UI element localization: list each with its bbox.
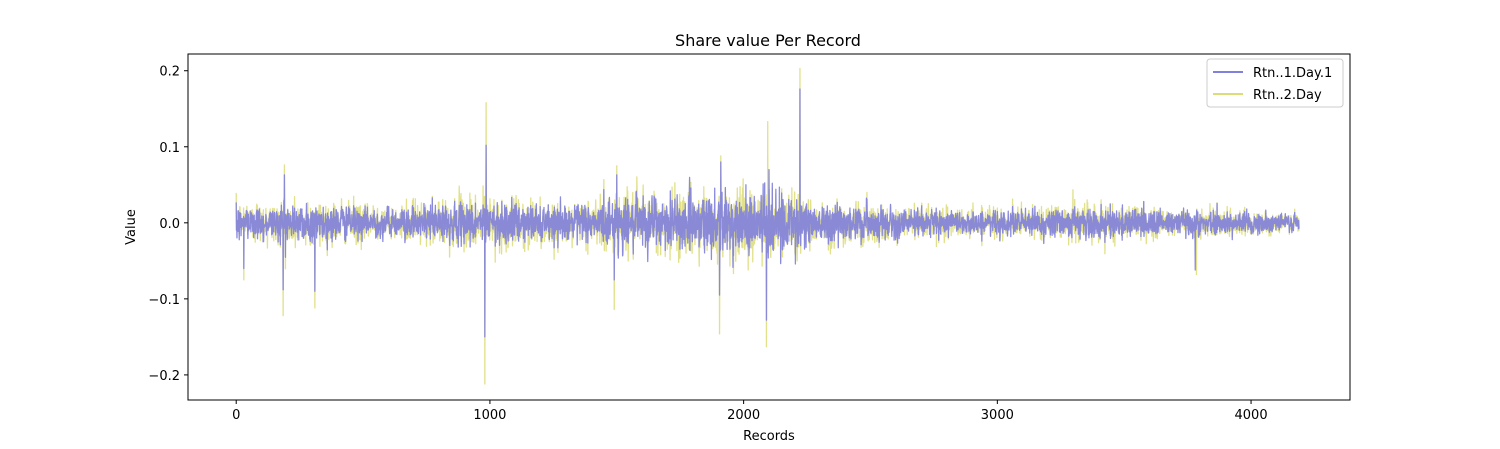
x-tick-label: 3000	[981, 408, 1014, 423]
y-tick-label: −0.2	[148, 369, 180, 384]
x-tick-label: 0	[232, 408, 240, 423]
legend-label-rtn-2-day: Rtn..2.Day	[1253, 88, 1322, 103]
x-tick-label: 4000	[1235, 408, 1268, 423]
x-tick-label: 1000	[473, 408, 506, 423]
y-axis: −0.2 −0.1 0.0 0.1 0.2	[148, 65, 188, 384]
series-layer	[235, 67, 1300, 385]
y-tick-label: 0.2	[159, 65, 180, 80]
y-axis-label: Value	[124, 209, 139, 245]
series-line-rtn-1-day-1	[235, 88, 1300, 338]
chart-title: Share value Per Record	[675, 31, 861, 50]
x-axis-label: Records	[743, 429, 795, 444]
legend: Rtn..1.Day.1 Rtn..2.Day	[1206, 58, 1344, 108]
x-tick-label: 2000	[727, 408, 760, 423]
x-axis: 0 1000 2000 3000 4000	[232, 400, 1268, 423]
plot-frame	[187, 53, 1351, 401]
y-tick-label: 0.1	[159, 141, 180, 156]
y-tick-label: −0.1	[148, 293, 180, 308]
y-tick-label: 0.0	[159, 217, 180, 232]
legend-label-rtn-1-day-1: Rtn..1.Day.1	[1253, 66, 1332, 81]
